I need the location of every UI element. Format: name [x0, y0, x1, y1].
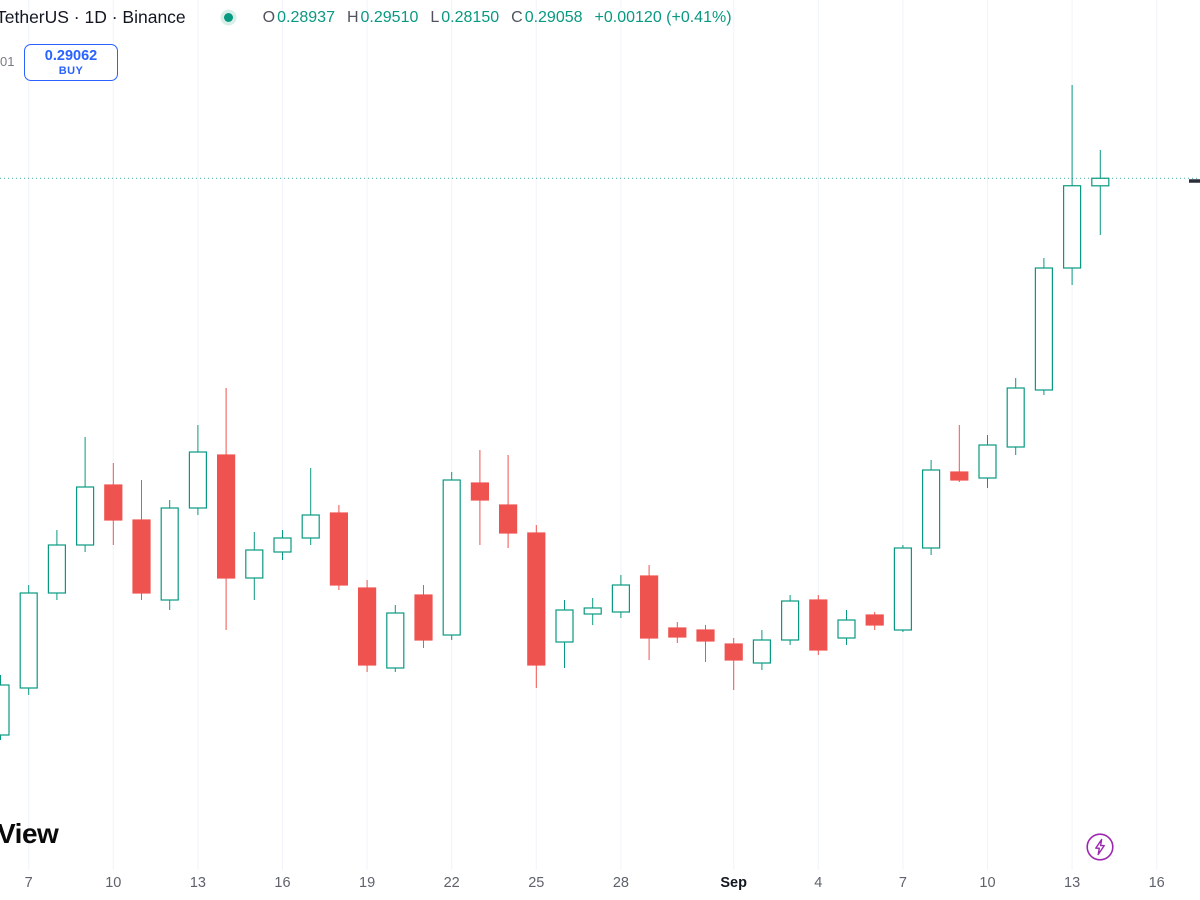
candle-aug-14[interactable]: [217, 388, 236, 630]
buy-price: 0.29062: [44, 48, 98, 65]
high-label: H: [346, 8, 359, 26]
high-value: 0.29510: [360, 8, 419, 26]
candle-aug-23[interactable]: [470, 450, 489, 545]
time-axis-label-10[interactable]: 10: [979, 875, 996, 891]
candle-sep-14[interactable]: [1091, 150, 1110, 235]
candle-aug-31[interactable]: [696, 625, 715, 662]
candle-aug-22[interactable]: [442, 472, 461, 640]
candle-aug-9[interactable]: [75, 437, 95, 552]
lightning-button[interactable]: [1085, 832, 1115, 862]
candle-sep-12[interactable]: [1034, 258, 1054, 395]
time-axis-label-sep[interactable]: Sep: [720, 875, 747, 891]
time-axis-label-16[interactable]: 16: [1148, 875, 1165, 891]
time-axis-label-4[interactable]: 4: [814, 875, 823, 891]
time-axis-label-16[interactable]: 16: [274, 875, 291, 891]
market-status-dot-icon[interactable]: [223, 13, 233, 22]
buy-label: BUY: [58, 64, 84, 77]
candle-aug-30[interactable]: [668, 622, 687, 643]
candle-aug-10[interactable]: [104, 463, 123, 545]
candle-sep-8[interactable]: [921, 460, 941, 555]
candle-sep-5[interactable]: [837, 610, 856, 645]
candle-aug-12[interactable]: [160, 500, 179, 610]
tradingview-logo[interactable]: View: [0, 818, 59, 849]
candle-aug-17[interactable]: [301, 468, 320, 545]
open-label: O: [262, 8, 276, 26]
candle-sep-2[interactable]: [752, 630, 772, 670]
candle-sep-7[interactable]: [893, 545, 913, 632]
candle-sep-10[interactable]: [978, 435, 997, 488]
time-axis-label-10[interactable]: 10: [105, 875, 122, 891]
chart-header: TetherUS · 1D · Binance O 0.28937 H 0.29…: [0, 7, 732, 28]
candle-aug-20[interactable]: [386, 605, 405, 672]
time-axis-label-13[interactable]: 13: [189, 875, 206, 891]
candle-aug-19[interactable]: [358, 580, 377, 672]
candle-sep-9[interactable]: [950, 425, 969, 482]
candle-aug-24[interactable]: [499, 455, 518, 548]
candle-sep-13[interactable]: [1062, 85, 1082, 285]
open-value: 0.28937: [277, 8, 335, 26]
candle-sep-11[interactable]: [1006, 378, 1025, 455]
low-value: 0.28150: [441, 8, 500, 26]
candle-aug-21[interactable]: [414, 585, 433, 648]
candle-aug-25[interactable]: [527, 525, 546, 688]
time-axis-label-28[interactable]: 28: [612, 875, 629, 891]
close-label: C: [511, 8, 523, 26]
candle-aug-6[interactable]: [0, 675, 10, 740]
symbol-title[interactable]: TetherUS · 1D · Binance: [0, 7, 186, 27]
low-label: L: [430, 8, 440, 26]
candle-aug-7[interactable]: [19, 585, 38, 695]
time-axis-label-13[interactable]: 13: [1064, 875, 1081, 891]
candle-aug-8[interactable]: [47, 530, 67, 600]
change-value: +0.00120 (+0.41%): [594, 8, 732, 26]
close-value: 0.29058: [524, 8, 583, 26]
candle-sep-3[interactable]: [780, 595, 800, 645]
candle-aug-26[interactable]: [555, 600, 574, 668]
candle-sep-6[interactable]: [865, 612, 884, 630]
time-axis-label-25[interactable]: 25: [528, 875, 545, 891]
time-axis-label-7[interactable]: 7: [898, 875, 907, 891]
candle-aug-29[interactable]: [639, 565, 659, 660]
partial-price-label: 01: [0, 54, 15, 69]
time-axis-label-7[interactable]: 7: [24, 875, 33, 891]
ohlc-readout: O 0.28937 H 0.29510 L 0.28150 C 0.29058 …: [263, 9, 732, 27]
candle-aug-18[interactable]: [329, 505, 348, 590]
lightning-icon: [1086, 833, 1114, 861]
candle-aug-11[interactable]: [132, 480, 151, 600]
time-axis[interactable]: 7 10 13 16 19 22 25 28 Sep 4 7 10 13 16: [0, 870, 1200, 900]
price-marker: [1189, 179, 1200, 183]
buy-button[interactable]: 0.29062 BUY: [24, 44, 118, 81]
candle-aug-15[interactable]: [245, 532, 264, 600]
candle-sep-4[interactable]: [809, 595, 828, 655]
candle-sep-1[interactable]: [724, 638, 743, 690]
time-axis-label-22[interactable]: 22: [443, 875, 460, 891]
candle-aug-28[interactable]: [611, 575, 631, 618]
time-axis-label-19[interactable]: 19: [359, 875, 376, 891]
candle-aug-16[interactable]: [273, 530, 292, 560]
candle-aug-27[interactable]: [583, 598, 602, 625]
candle-aug-13[interactable]: [188, 425, 207, 515]
